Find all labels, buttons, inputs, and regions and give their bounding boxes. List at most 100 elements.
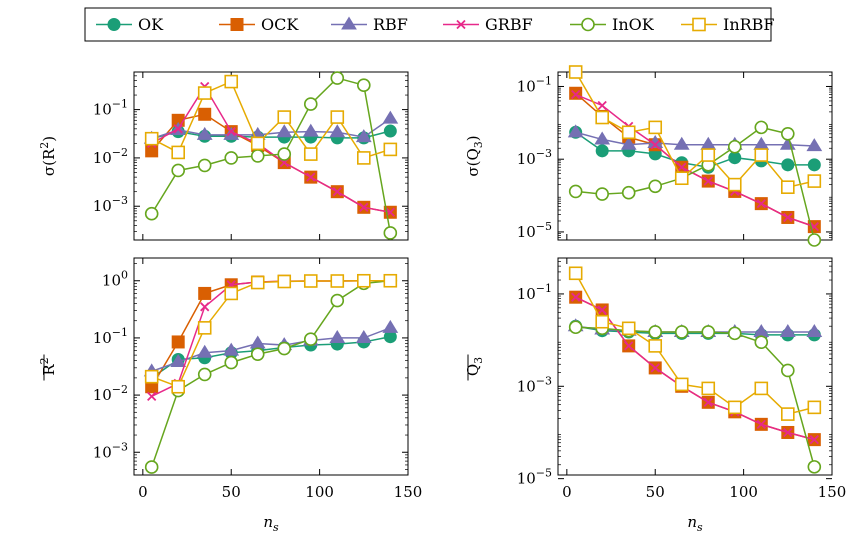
y-tick-exponent: −1 — [112, 326, 128, 339]
legend-item-grbf: GRBF — [443, 15, 533, 34]
y-axis-label: Q3 — [464, 357, 485, 376]
y-tick-base: 10 — [517, 285, 536, 303]
y-tick-exponent: −3 — [536, 374, 552, 387]
series-line — [575, 272, 815, 415]
data-point — [249, 335, 266, 349]
data-point — [754, 381, 769, 396]
data-point — [330, 71, 345, 85]
legend-label: OK — [138, 15, 164, 34]
data-point — [807, 158, 821, 172]
y-axis-label-main: σ(R — [40, 148, 58, 176]
data-point — [303, 97, 318, 111]
data-point — [198, 107, 212, 121]
legend-label: GRBF — [485, 15, 533, 34]
legend: OK OCK RBF GRBF InOK InRBF — [84, 7, 775, 42]
data-point — [357, 78, 371, 92]
data-point — [727, 326, 742, 341]
data-point — [250, 136, 265, 151]
data-point — [224, 74, 239, 89]
y-tick-exponent: −1 — [536, 282, 552, 295]
data-point — [250, 149, 265, 163]
series-inok — [144, 71, 398, 240]
y-axis-label: σ(Q3) — [464, 135, 485, 176]
y-tick-label: 10−1 — [93, 98, 128, 119]
data-point — [807, 400, 822, 415]
data-point — [597, 305, 607, 315]
y-axis-label-close: ) — [40, 136, 58, 142]
data-point — [302, 123, 319, 137]
x-axis-label: ns — [687, 513, 703, 534]
data-point — [568, 266, 583, 281]
plot-frame — [557, 71, 833, 241]
data-point — [144, 131, 159, 146]
data-point — [595, 144, 609, 158]
data-point — [783, 427, 793, 438]
data-point — [171, 163, 185, 178]
x-tick-label: 0 — [562, 483, 572, 501]
y-tick-base: 10 — [517, 377, 536, 395]
data-point — [332, 187, 342, 197]
y-tick-label: 10−5 — [517, 467, 552, 488]
y-tick-exponent: −3 — [536, 147, 552, 160]
data-point — [196, 126, 213, 140]
legend-label: InRBF — [723, 15, 775, 34]
y-axis-label: σ(R2) — [38, 136, 58, 176]
x-tick-label: 100 — [729, 483, 758, 501]
y-axis-label-main: R — [40, 364, 58, 376]
series-line — [575, 296, 815, 441]
data-point — [173, 124, 183, 134]
y-tick-exponent: −2 — [112, 146, 128, 159]
data-point — [224, 355, 239, 370]
data-point — [197, 158, 212, 173]
legend-label: OCK — [261, 15, 299, 34]
data-point — [330, 110, 345, 124]
y-axis-label-main: σ(Q — [464, 148, 482, 176]
data-point — [224, 151, 239, 165]
x-tick-label: 50 — [222, 483, 241, 501]
data-point — [382, 110, 399, 124]
data-point — [197, 86, 212, 100]
series-line — [151, 85, 391, 214]
series-inrbf — [568, 65, 822, 194]
legend-item-ock: OCK — [219, 15, 299, 34]
series-line — [151, 113, 391, 214]
data-point — [306, 172, 316, 182]
y-tick-label: 10−1 — [517, 74, 552, 95]
series-line — [575, 326, 816, 468]
legend-marker — [341, 16, 357, 30]
series-line — [151, 279, 391, 388]
x-tick-label: 150 — [818, 483, 847, 501]
data-point — [277, 274, 292, 289]
data-point — [144, 369, 159, 384]
data-point — [383, 226, 398, 240]
plot-frame — [133, 257, 409, 476]
data-point — [357, 151, 371, 165]
y-tick-base: 10 — [93, 101, 112, 119]
series-line — [575, 325, 815, 336]
y-axis-label-sub: 3 — [472, 357, 485, 364]
y-tick-base: 10 — [93, 149, 112, 167]
data-point — [701, 325, 716, 339]
y-minor-ticks — [558, 75, 832, 241]
series-line — [575, 71, 815, 189]
data-point — [355, 129, 372, 143]
data-point — [200, 302, 210, 312]
y-tick-base: 10 — [93, 197, 112, 215]
series-line — [575, 296, 815, 441]
y-axis-label-main: Q — [464, 364, 482, 376]
y-axis-label-sup: 2 — [38, 142, 51, 149]
data-point — [807, 460, 822, 474]
y-tick-exponent: −1 — [112, 98, 128, 111]
y-tick-exponent: 0 — [121, 269, 128, 282]
data-point — [250, 347, 265, 361]
x-tick-label: 150 — [394, 483, 423, 501]
data-point — [809, 434, 819, 445]
data-point — [781, 407, 795, 421]
y-minor-ticks — [134, 263, 408, 476]
x-axis-label-sub: s — [273, 521, 279, 534]
series-ok — [569, 125, 821, 174]
series-inrbf — [144, 273, 398, 394]
legend-marker — [692, 17, 706, 32]
